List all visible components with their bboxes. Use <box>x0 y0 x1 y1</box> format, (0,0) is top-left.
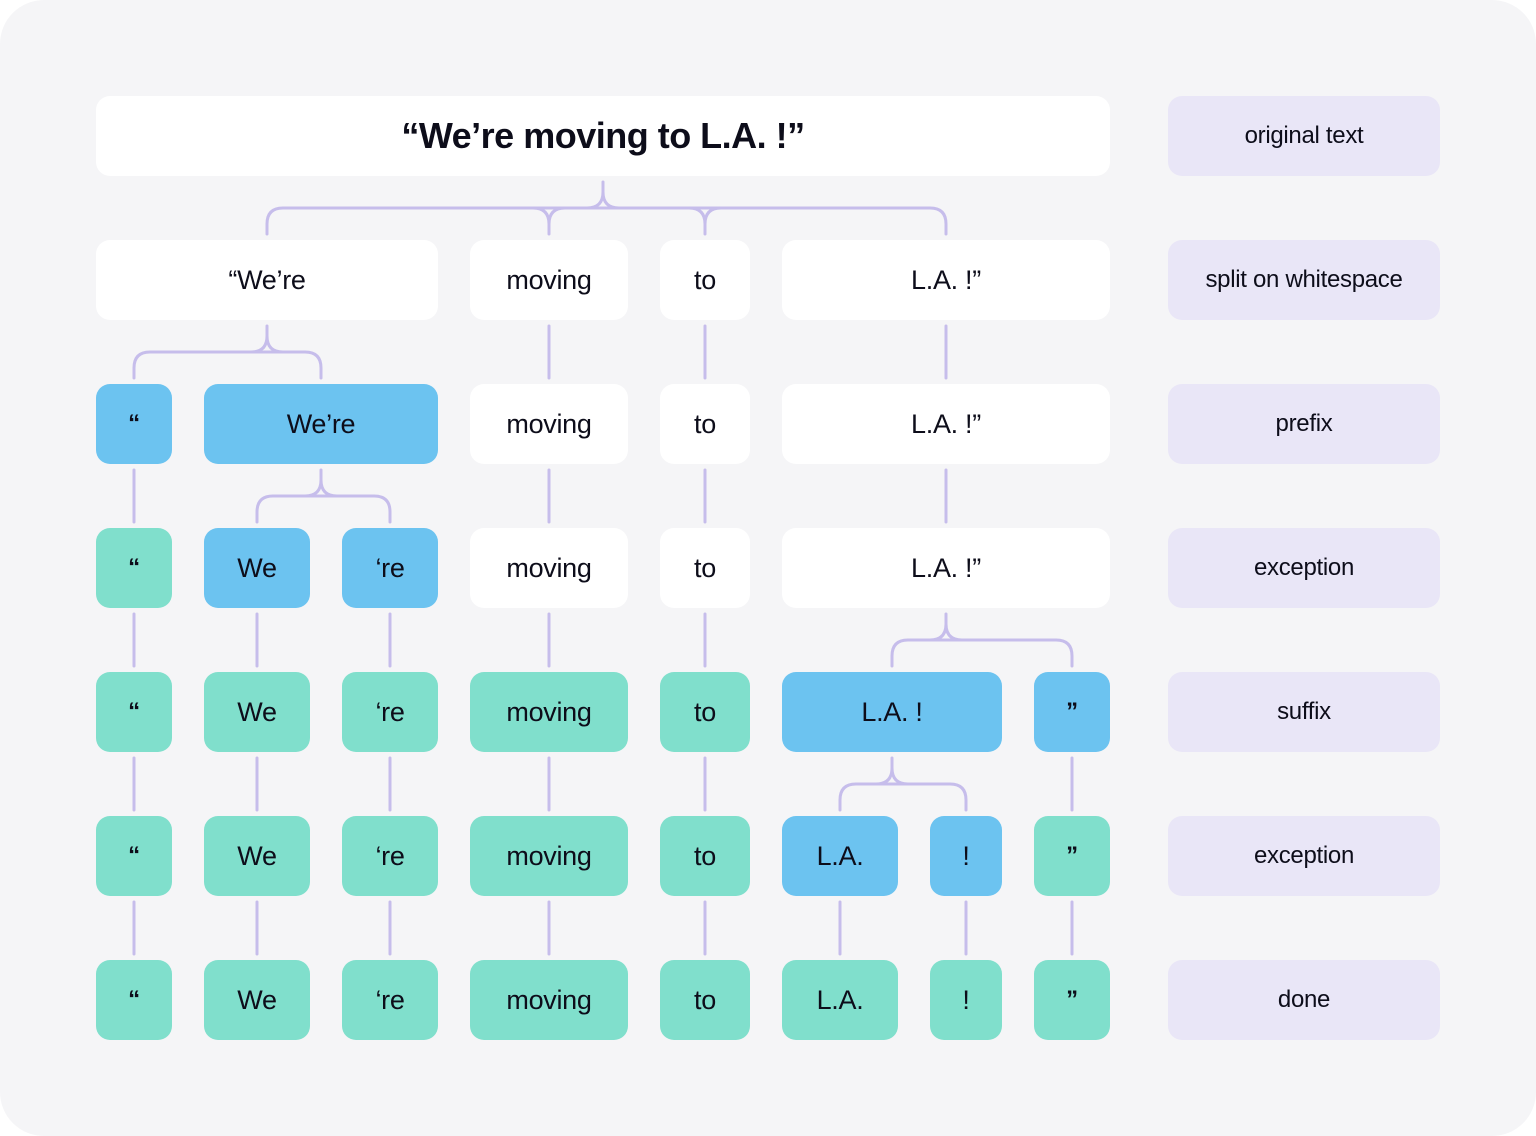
token-open-quote: “ <box>96 816 172 896</box>
token-to: to <box>660 672 750 752</box>
token-we: We <box>204 816 310 896</box>
token-to: to <box>660 528 750 608</box>
token-la: L.A. <box>782 960 898 1040</box>
token-we-re: We’re <box>204 384 438 464</box>
token-close-quote: ” <box>1034 816 1110 896</box>
token-we: We <box>204 528 310 608</box>
brace-connector <box>255 468 392 524</box>
token-la-with-punct: L.A. !” <box>782 528 1110 608</box>
token-moving: moving <box>470 672 628 752</box>
token-open-quote: “ <box>96 384 172 464</box>
token-to: to <box>660 240 750 320</box>
token-re: ‘re <box>342 672 438 752</box>
token-moving: moving <box>470 384 628 464</box>
token-to: to <box>660 960 750 1040</box>
token-exclaim: ! <box>930 816 1002 896</box>
token-we: We <box>204 672 310 752</box>
brace-connector <box>265 180 948 236</box>
token-we: We <box>204 960 310 1040</box>
token-re: ‘re <box>342 960 438 1040</box>
token-moving: moving <box>470 528 628 608</box>
token-moving: moving <box>470 960 628 1040</box>
token-close-quote: ” <box>1034 960 1110 1040</box>
token-re: ‘re <box>342 816 438 896</box>
step-label-suffix: suffix <box>1168 672 1440 752</box>
token-re: ‘re <box>342 528 438 608</box>
token-open-quote: “ <box>96 672 172 752</box>
step-label-done: done <box>1168 960 1440 1040</box>
step-label-exception: exception <box>1168 528 1440 608</box>
step-label-prefix: prefix <box>1168 384 1440 464</box>
token-moving: moving <box>470 816 628 896</box>
brace-branch <box>531 206 567 236</box>
token-to: to <box>660 384 750 464</box>
brace-branch <box>687 206 723 236</box>
token-la-exclaim: L.A. ! <box>782 672 1002 752</box>
token-we-re-with-quote: “We’re <box>96 240 438 320</box>
step-label-split-on-whitespace: split on whitespace <box>1168 240 1440 320</box>
token-exclaim: ! <box>930 960 1002 1040</box>
token-open-quote: “ <box>96 528 172 608</box>
token-open-quote: “ <box>96 960 172 1040</box>
token-la: L.A. <box>782 816 898 896</box>
step-label-exception: exception <box>1168 816 1440 896</box>
token-to: to <box>660 816 750 896</box>
brace-connector <box>890 612 1074 668</box>
token-la-with-punct: L.A. !” <box>782 240 1110 320</box>
brace-connector <box>838 756 968 812</box>
token-la-with-punct: L.A. !” <box>782 384 1110 464</box>
brace-connector <box>132 324 323 380</box>
token-original-text: “We’re moving to L.A. !” <box>96 96 1110 176</box>
token-close-quote: ” <box>1034 672 1110 752</box>
step-label-original-text: original text <box>1168 96 1440 176</box>
token-moving: moving <box>470 240 628 320</box>
